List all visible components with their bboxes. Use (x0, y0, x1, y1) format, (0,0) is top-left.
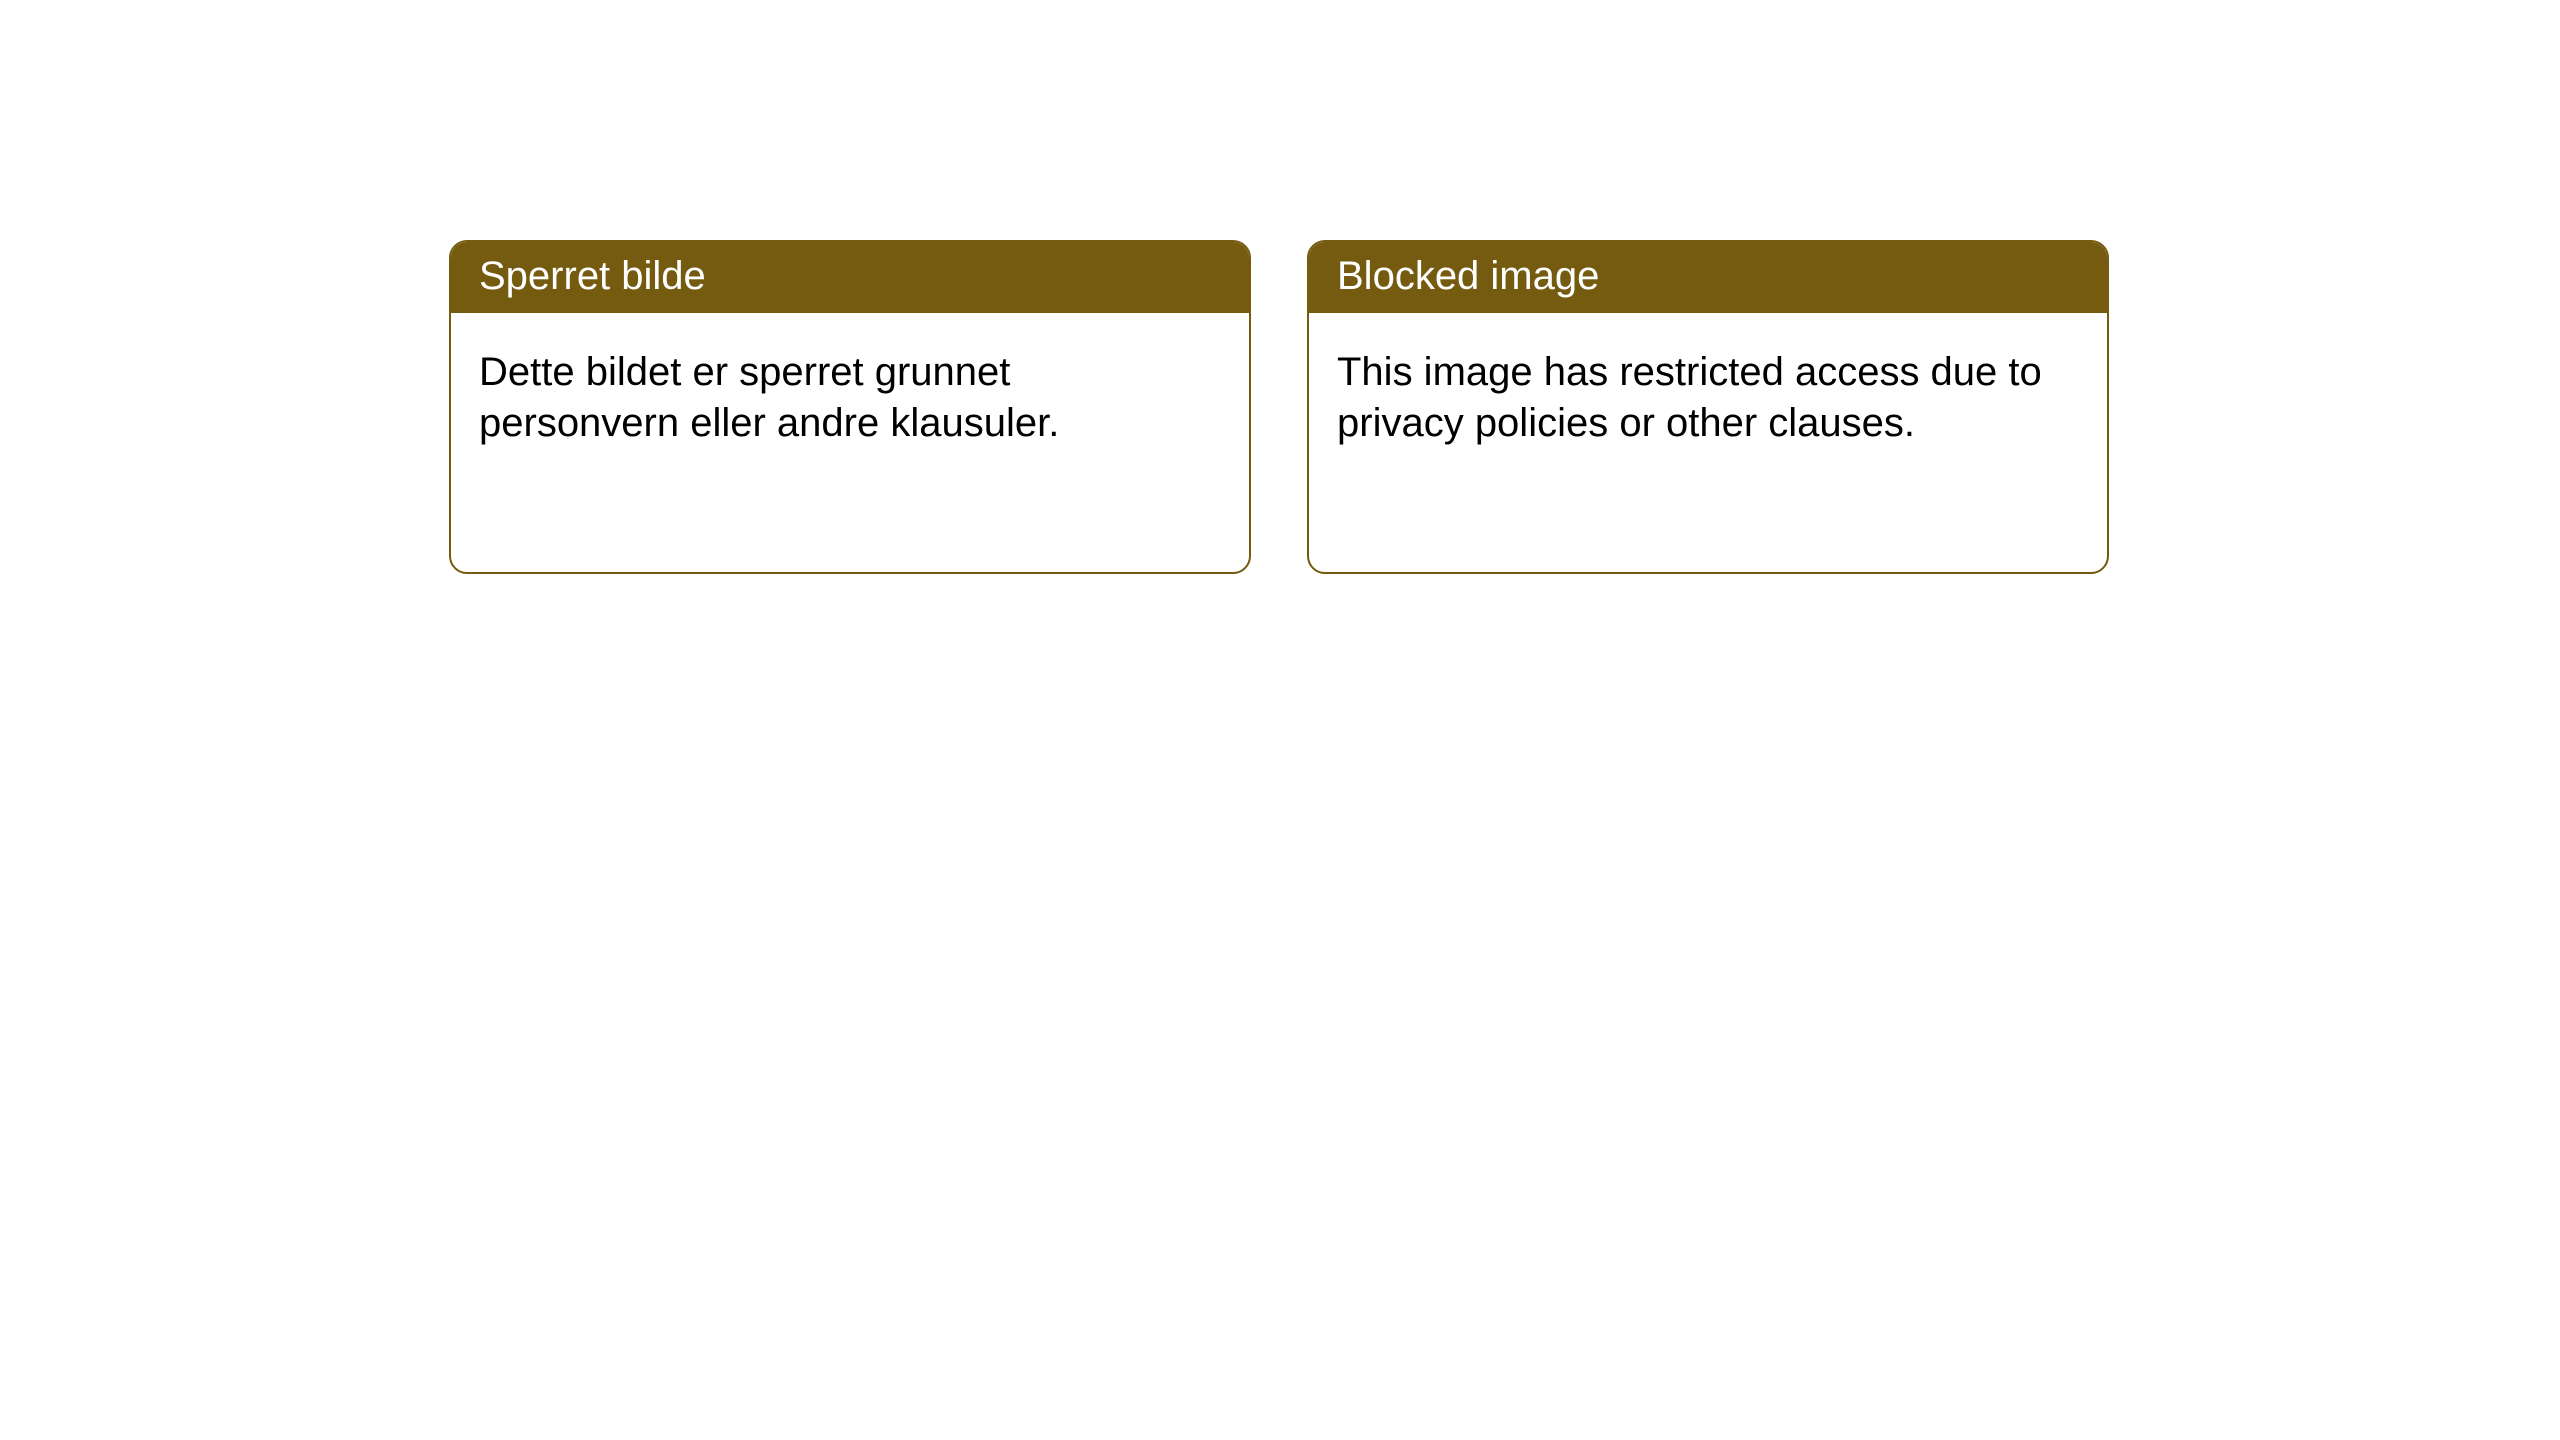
notice-body-no: Dette bildet er sperret grunnet personve… (451, 313, 1249, 477)
notice-header-en: Blocked image (1309, 242, 2107, 313)
notice-title-no: Sperret bilde (479, 254, 706, 298)
notice-container: Sperret bilde Dette bildet er sperret gr… (0, 0, 2560, 574)
notice-title-en: Blocked image (1337, 254, 1599, 298)
notice-body-en: This image has restricted access due to … (1309, 313, 2107, 477)
notice-card-no: Sperret bilde Dette bildet er sperret gr… (449, 240, 1251, 574)
notice-card-en: Blocked image This image has restricted … (1307, 240, 2109, 574)
notice-message-en: This image has restricted access due to … (1337, 350, 2042, 445)
notice-message-no: Dette bildet er sperret grunnet personve… (479, 350, 1059, 445)
notice-header-no: Sperret bilde (451, 242, 1249, 313)
